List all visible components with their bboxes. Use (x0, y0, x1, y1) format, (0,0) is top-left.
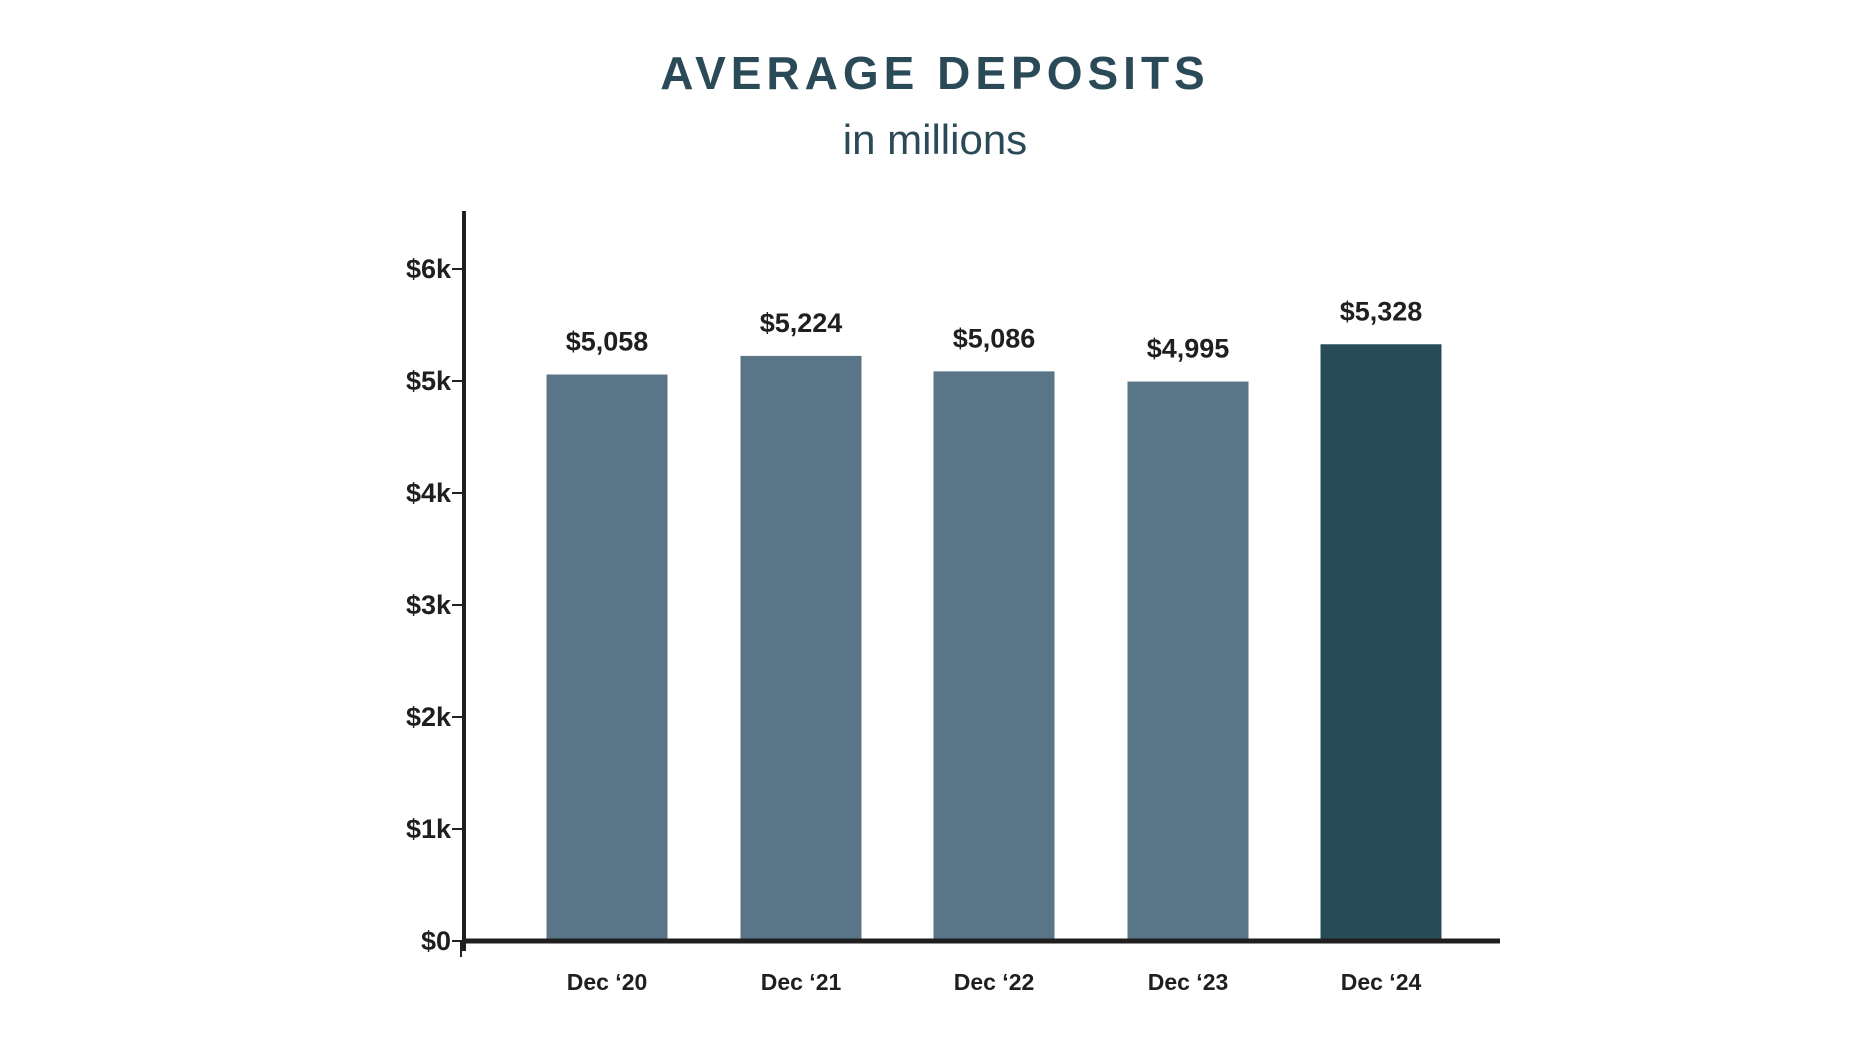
data-label: $5,328 (1340, 296, 1423, 326)
bar (546, 374, 668, 941)
x-tick-label: Dec ‘23 (1148, 969, 1229, 995)
x-tick-label: Dec ‘24 (1341, 969, 1422, 995)
bar (1127, 381, 1249, 941)
chart-title: AVERAGE DEPOSITS (660, 47, 1210, 99)
bar (933, 371, 1055, 941)
y-tick-label: $6k (406, 254, 452, 284)
bar (1320, 344, 1442, 941)
x-tick-label: Dec ‘20 (567, 969, 648, 995)
x-tick-label: Dec ‘21 (761, 969, 842, 995)
y-tick-label: $2k (406, 702, 452, 732)
y-tick-label: $5k (406, 366, 452, 396)
data-label: $5,058 (566, 327, 649, 357)
data-label: $5,224 (760, 308, 843, 338)
y-tick-label: $1k (406, 814, 452, 844)
x-tick-label: Dec ‘22 (954, 969, 1035, 995)
data-label: $5,086 (953, 323, 1036, 353)
y-tick-label: $0 (421, 926, 451, 956)
chart-subtitle: in millions (842, 116, 1028, 163)
y-tick-label: $3k (406, 590, 452, 620)
data-label: $4,995 (1147, 334, 1230, 364)
bar (740, 355, 862, 941)
y-tick-label: $4k (406, 478, 452, 508)
